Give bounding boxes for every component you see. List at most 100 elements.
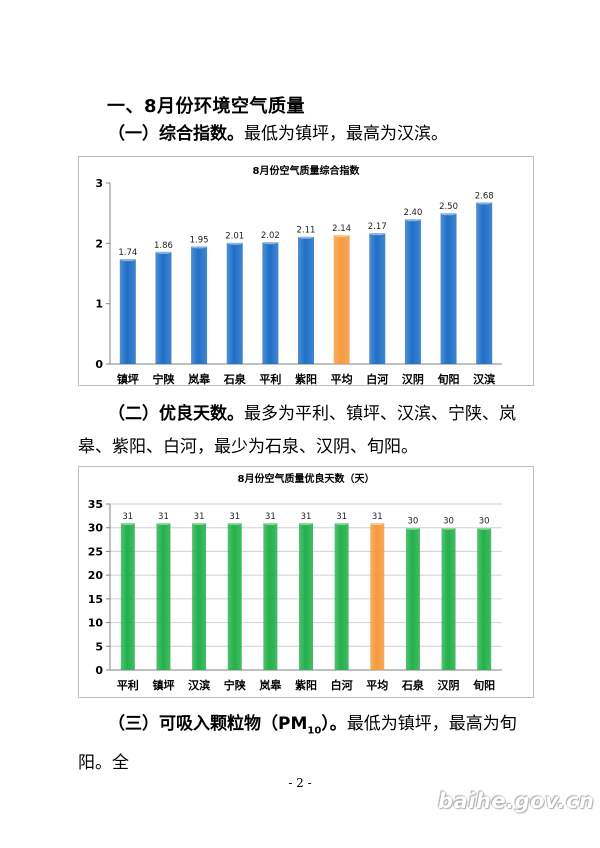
data-label: 2.68 bbox=[475, 191, 494, 201]
bar-cap bbox=[369, 230, 386, 236]
bar-cap bbox=[333, 232, 350, 238]
bar bbox=[191, 246, 208, 364]
data-label: 2.14 bbox=[332, 224, 351, 234]
bar bbox=[156, 522, 171, 670]
y-tick-label: 1 bbox=[95, 298, 103, 311]
bar bbox=[334, 522, 349, 670]
data-label: 2.02 bbox=[261, 231, 280, 241]
paragraph-lead-tail: ）。 bbox=[321, 714, 347, 734]
paragraph-text: 最多为平利、镇坪、汉滨、宁陕、岚皋、紫阳、白河，最少为石泉、汉阴、旬阳。 bbox=[78, 404, 516, 457]
bar bbox=[404, 219, 421, 364]
y-tick-label: 30 bbox=[88, 522, 104, 535]
x-tick-label: 石泉 bbox=[401, 678, 425, 692]
x-tick-label: 汉阴 bbox=[402, 372, 424, 386]
paragraph-pm10: （三）可吸入颗粒物（PM10）。最低为镇坪，最高为旬阳。全 bbox=[78, 708, 548, 780]
bar-cap bbox=[191, 244, 208, 249]
data-label: 1.86 bbox=[154, 241, 173, 251]
bar-cap bbox=[120, 520, 135, 526]
x-tick-label: 平利 bbox=[117, 678, 139, 692]
data-label: 31 bbox=[301, 512, 312, 522]
x-tick-label: 紫阳 bbox=[295, 678, 317, 692]
chart-frame bbox=[78, 466, 534, 698]
bar-average bbox=[333, 234, 350, 364]
watermark: baihe.gov.cn bbox=[438, 789, 595, 813]
data-label: 2.11 bbox=[297, 226, 316, 236]
bar bbox=[192, 522, 207, 670]
bar-cap bbox=[298, 234, 314, 239]
bar bbox=[120, 522, 135, 670]
y-tick-label: 25 bbox=[88, 545, 103, 558]
chart-title: 8月份空气质量综合指数 bbox=[253, 164, 361, 177]
bar bbox=[477, 527, 492, 670]
data-label: 31 bbox=[194, 512, 205, 522]
chart-frame bbox=[78, 156, 534, 386]
bar-cap bbox=[226, 240, 243, 245]
bar bbox=[299, 522, 313, 670]
bar-cap bbox=[404, 217, 421, 222]
data-label: 30 bbox=[443, 517, 454, 527]
bar-cap bbox=[263, 520, 278, 526]
data-label: 30 bbox=[407, 517, 418, 527]
y-tick-label: 20 bbox=[88, 569, 104, 582]
bar-cap bbox=[119, 256, 136, 262]
bar bbox=[298, 236, 314, 364]
data-label: 31 bbox=[265, 512, 276, 522]
bar bbox=[262, 242, 279, 364]
paragraph-lead: （一）综合指数。 bbox=[108, 124, 244, 144]
bar-cap bbox=[192, 520, 207, 526]
bar-cap bbox=[405, 525, 420, 530]
data-label: 31 bbox=[372, 512, 383, 522]
y-tick-label: 15 bbox=[88, 593, 103, 606]
paragraph-text: 最低为镇坪，最高为旬阳。全 bbox=[78, 714, 517, 774]
x-tick-label: 石泉 bbox=[223, 372, 247, 386]
data-label: 31 bbox=[122, 512, 133, 522]
data-label: 30 bbox=[479, 517, 490, 527]
bar bbox=[226, 242, 243, 364]
bar-cap bbox=[440, 210, 457, 216]
good-days-chart: 8月份空气质量优良天数（天） 0 5 10 15 20 25 30 35 31 平利 31 镇坪 31 汉滨… bbox=[78, 466, 534, 698]
chart-title: 8月份空气质量优良天数（天） bbox=[238, 472, 375, 485]
bar-cap bbox=[334, 520, 349, 526]
bar bbox=[263, 522, 278, 670]
bar-cap bbox=[370, 520, 385, 526]
bar bbox=[369, 233, 386, 364]
bar-cap bbox=[441, 525, 456, 530]
paragraph-composite-index: （一）综合指数。最低为镇坪，最高为汉滨。 bbox=[78, 118, 548, 151]
bar bbox=[476, 202, 493, 364]
x-tick-label: 汉滨 bbox=[188, 678, 210, 692]
x-tick-label: 岚皋 bbox=[188, 372, 211, 386]
bar-cap bbox=[299, 520, 313, 526]
x-tick-label: 汉滨 bbox=[473, 372, 495, 386]
x-tick-label: 宁陕 bbox=[224, 678, 246, 692]
bar bbox=[441, 527, 456, 670]
bar bbox=[405, 527, 420, 670]
x-tick-label: 汉阴 bbox=[438, 678, 460, 692]
section-heading: 一、8月份环境空气质量 bbox=[107, 96, 306, 117]
bar-cap bbox=[477, 525, 492, 530]
x-tick-label: 镇坪 bbox=[152, 678, 174, 692]
data-label: 2.40 bbox=[403, 208, 422, 218]
bar-cap bbox=[155, 249, 172, 254]
paragraph-lead: （二）优良天数。 bbox=[108, 404, 244, 424]
x-tick-label: 平均 bbox=[366, 678, 388, 692]
x-tick-label: 旬阳 bbox=[437, 372, 460, 386]
paragraph-good-days: （二）优良天数。最多为平利、镇坪、汉滨、宁陕、岚皋、紫阳、白河，最少为石泉、汉阴… bbox=[78, 398, 548, 464]
x-tick-label: 紫阳 bbox=[295, 372, 317, 386]
data-label: 1.95 bbox=[190, 235, 209, 245]
x-tick-label: 镇坪 bbox=[117, 372, 139, 386]
x-tick-label: 白河 bbox=[366, 372, 388, 386]
composite-index-chart: 8月份空气质量综合指数 0 1 2 3 1.74 镇坪 1.86 宁陕 1.95 岚皋 2.01 石泉 2… bbox=[78, 156, 534, 386]
bar bbox=[155, 251, 172, 364]
x-tick-label: 宁陕 bbox=[152, 372, 174, 386]
bar-cap bbox=[227, 520, 242, 526]
data-label: 31 bbox=[229, 512, 240, 522]
x-tick-label: 白河 bbox=[331, 678, 353, 692]
x-tick-label: 旬阳 bbox=[472, 678, 495, 692]
y-tick-label: 0 bbox=[95, 664, 103, 677]
paragraph-text: 最低为镇坪，最高为汉滨。 bbox=[244, 124, 448, 144]
y-tick-label: 10 bbox=[88, 617, 104, 630]
x-tick-label: 平利 bbox=[259, 372, 281, 386]
bar bbox=[440, 213, 457, 364]
y-tick-label: 3 bbox=[95, 177, 103, 190]
y-tick-label: 5 bbox=[95, 640, 103, 653]
